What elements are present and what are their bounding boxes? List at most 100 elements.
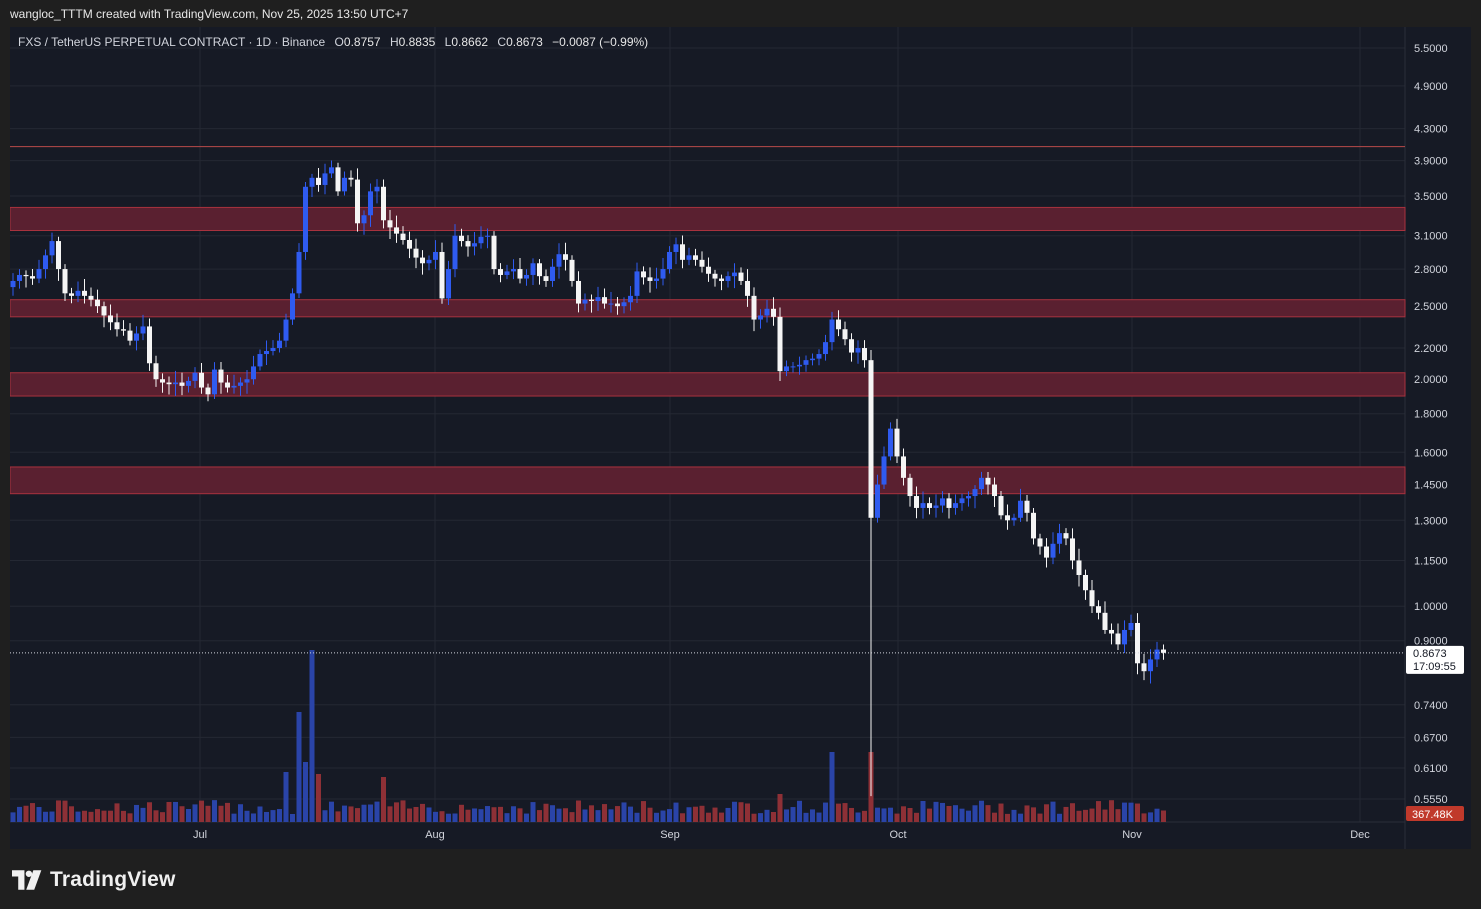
candle-body (608, 303, 614, 305)
price-tick-label: 4.3000 (1414, 124, 1448, 136)
volume-bar (407, 808, 412, 822)
volume-bar (673, 802, 679, 822)
candle-body (1011, 517, 1017, 521)
volume-bar (420, 803, 425, 822)
candle-body (199, 372, 204, 388)
candle-body (127, 330, 133, 341)
candle-body (745, 280, 750, 296)
candle-body (465, 241, 471, 247)
candle-body (719, 278, 724, 281)
volume-bar (881, 808, 887, 822)
volume-bar (855, 812, 861, 822)
candle-body (1148, 659, 1153, 672)
candle-body (881, 456, 887, 485)
volume-bar (1024, 805, 1030, 822)
candle-body (30, 276, 35, 279)
volume-bar (556, 808, 562, 822)
candle-body (959, 498, 965, 504)
low-value: 0.8662 (451, 35, 489, 49)
candle-body (517, 269, 523, 279)
volume-bar (823, 802, 828, 822)
volume-bar (524, 813, 529, 822)
volume-bar (914, 812, 919, 822)
volume-bar (231, 813, 237, 822)
volume-bar (257, 806, 263, 822)
volume-bar (1057, 813, 1062, 822)
volume-bar (30, 803, 35, 822)
candle-body (296, 251, 302, 294)
volume-bar (264, 811, 269, 822)
volume-bar (485, 806, 490, 822)
volume-bar (192, 804, 198, 822)
price-tick-label: 1.0000 (1414, 601, 1448, 613)
candle-body (784, 366, 789, 372)
volume-bar (56, 800, 61, 822)
chart-panel[interactable]: 0.8673 17:09:55 367.48K 5.5000 4.9000 4.3000… (10, 27, 1471, 849)
tradingview-logo[interactable]: TradingView (12, 866, 176, 894)
volume-bar (628, 806, 633, 822)
candle-body (803, 360, 809, 365)
candle-body (420, 257, 425, 264)
price-axis: 5.5000 4.9000 4.3000 3.9000 3.5000 3.1000 2.80… (1414, 43, 1448, 806)
volume-bar (69, 806, 74, 822)
candle-body (1141, 663, 1147, 672)
volume-bar (686, 807, 692, 822)
candle-body (829, 319, 835, 343)
candle-body (205, 387, 211, 395)
volume-bar (797, 800, 802, 822)
volume-bar (634, 812, 640, 822)
candle-body (894, 428, 900, 457)
volume-bar (309, 650, 315, 822)
candle-body (283, 319, 289, 341)
close-label: C (497, 35, 507, 49)
volume-bar (660, 810, 666, 822)
candle-body (1063, 533, 1069, 539)
candle-body (530, 263, 536, 275)
candle-body (485, 235, 490, 237)
candle-body (758, 315, 763, 320)
volume-bar (355, 808, 360, 822)
candle-body (173, 382, 178, 385)
volume-bar (777, 794, 783, 822)
volume-bar (1063, 806, 1069, 822)
volume-bar (1011, 809, 1017, 822)
volume-bar (296, 712, 302, 822)
volume-bar (946, 805, 952, 822)
candle-body (426, 259, 432, 264)
candle-body (1161, 649, 1166, 653)
candle-body (231, 385, 237, 388)
candle-body (394, 227, 399, 234)
candle-body (823, 342, 828, 355)
open-label: O (334, 35, 344, 49)
price-tick-label: 4.9000 (1414, 81, 1448, 93)
volume-bar (478, 809, 484, 822)
volume-bar (465, 809, 471, 822)
volume-bar (459, 804, 464, 822)
candle-body (1037, 538, 1043, 547)
volume-bar (745, 803, 750, 822)
candle-body (309, 177, 315, 187)
volume-bar (17, 806, 22, 822)
volume-bar (1044, 804, 1049, 822)
candle-body (920, 503, 926, 508)
candle-body (23, 274, 29, 277)
candle-body (277, 340, 282, 349)
volume-bar (758, 813, 763, 822)
price-tick-label: 2.8000 (1414, 264, 1448, 276)
candle-body (413, 248, 419, 258)
high-value: 0.8835 (398, 35, 436, 49)
volume-bar (517, 808, 523, 822)
volume-bar (920, 800, 926, 822)
candle-body (212, 369, 217, 395)
price-tick-label: 1.8000 (1414, 409, 1448, 421)
candle-body (550, 266, 555, 281)
volume-bar (316, 774, 321, 822)
volume-bar (348, 806, 354, 822)
volume-bar (972, 805, 978, 822)
volume-bars (10, 650, 1166, 822)
candle-body (36, 269, 42, 279)
volume-bar (706, 812, 711, 822)
volume-bar (82, 810, 87, 822)
candle-body (316, 177, 321, 185)
